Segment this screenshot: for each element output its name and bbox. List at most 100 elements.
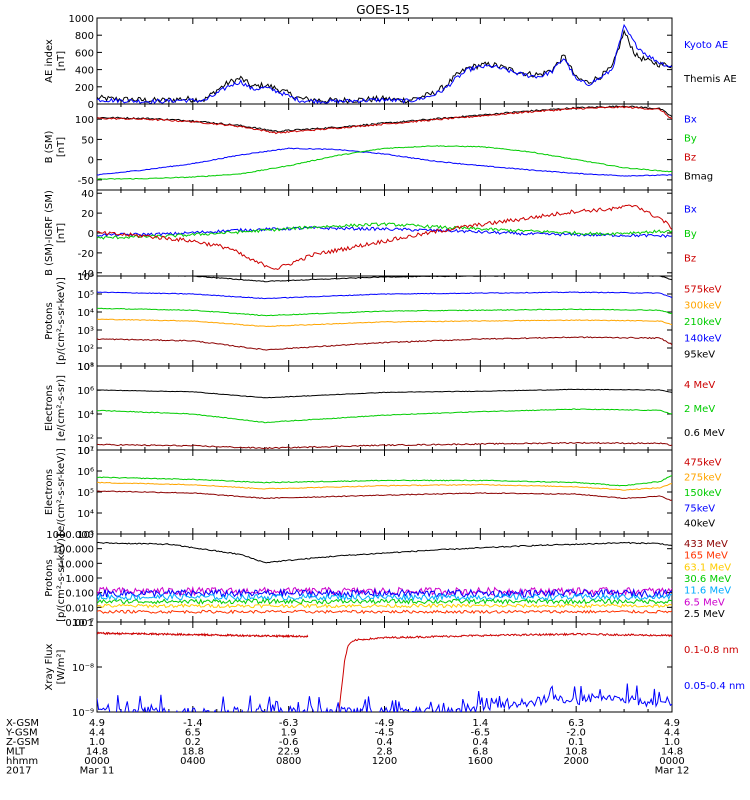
y-tick-label: 10⁻⁷ [72,618,94,629]
y-tick-label: 10⁶ [77,467,94,478]
y-tick-label: 10⁵ [77,290,94,301]
series-group [97,204,672,270]
y-axis-label: [e/(cm²-s-sr)] [56,375,67,441]
series-group [97,276,672,351]
y-tick-label: 1.000 [65,574,94,585]
panel-frame [96,17,673,105]
legend-label: Bx [684,114,697,125]
series-line-2-mev [97,408,672,424]
panel-8: 10⁻⁷ 10⁻⁸ 10⁻⁹ Xray Flux [W/m²] 0.1-0.8 nm 0.0… [44,618,745,719]
series-line-140kev [97,291,672,300]
panel-6: 10⁷ 10⁶ 10⁵ 10⁴ 10³ Electrons [e/(cm²-s-sr-keV… [44,446,722,541]
legend-label: 2.5 MeV [684,609,725,620]
series-line-11-6-mev [97,587,672,599]
table-cell: 0.4 [377,737,393,748]
y-axis-label: Protons [44,302,55,339]
y-tick-label: 10² [77,434,94,445]
legend-label: Kyoto AE [684,40,728,51]
table-cell: 1200 [372,756,397,767]
table-cell: -4.5 [375,728,395,739]
y-tick-label: 200 [75,83,94,94]
legend-label: 475keV [684,457,722,468]
y-tick-label: 10⁴ [77,410,94,421]
series-line-themis-ae [97,29,672,104]
series-group [97,23,672,104]
table-cell: 0000 [84,756,109,767]
series-line-0-05-0-4-nm [97,683,672,712]
series-line-300kev [97,318,672,328]
y-axis-label: [W/m²] [56,649,67,684]
series-line-433-mev [97,609,672,615]
legend-label: 0.6 MeV [684,428,725,439]
legend-label: 95keV [684,350,715,361]
series-line-0-6-mev [97,388,672,399]
legend-label: 63.1 MeV [684,562,731,573]
y-tick-label: 10³ [77,326,94,337]
series-line-150kev [97,475,672,487]
y-tick-label: 10⁶ [77,386,94,397]
y-axis-label: [nT] [56,137,67,157]
y-tick-label: 10⁴ [77,308,94,319]
y-tick-label: 0 [88,229,94,240]
legend-label: Bmag [684,172,713,183]
y-axis-label: B (SM)-IGRF (SM) [44,190,55,276]
series-line-0-1-0-8-nm [338,632,672,712]
table-cell: -0.6 [279,737,299,748]
y-tick-label: 40 [81,189,94,200]
legend-label: Themis AE [683,74,737,85]
legend-label: Bx [684,204,697,215]
y-tick-label: 1000.000 [46,530,94,541]
table-cell: 0.4 [472,737,488,748]
table-cell: 0.1 [568,737,584,748]
table-cell: 1.4 [472,718,488,729]
legend-label: 0.05-0.4 nm [684,681,745,692]
table-cell: 0800 [276,756,301,767]
legend-label: 165 MeV [684,551,728,562]
legend-label: 30.6 MeV [684,574,731,585]
series-line-275kev [97,481,672,491]
table-cell: Mar 11 [80,766,115,777]
y-tick-label: -20 [78,249,94,260]
y-tick-label: 10² [77,344,94,355]
table-row-label: Z-GSM [6,737,39,748]
legend-label: 6.5 MeV [684,597,725,608]
series-line-4-mev [97,441,672,450]
y-tick-label: 20 [81,209,94,220]
table-row-label: X-GSM [6,718,39,729]
legend-label: 75keV [684,503,715,514]
table-cell: 14.8 [86,747,108,758]
y-axis-label: Protons [44,559,55,596]
y-axis-label: B (SM) [44,130,55,163]
series-group [97,105,672,180]
series-group [97,631,672,712]
y-tick-label: 0 [88,100,94,111]
figure-title: GOES-15 [356,3,410,17]
legend-label: 150keV [684,488,722,499]
y-tick-label: 10⁶ [77,272,94,283]
y-tick-label: 800 [75,31,94,42]
series-line-by [97,145,672,180]
table-cell: -1.4 [183,718,203,729]
legend-label: 4 MeV [684,380,715,391]
series-line-165-mev [97,603,672,609]
y-axis-label: [e/(cm²-s-sr-keV)] [56,448,67,536]
series-line-95kev [153,276,672,283]
series-line-by [97,222,672,240]
y-axis-label: Xray Flux [44,643,55,690]
series-line-kyoto-ae [97,23,672,104]
ephemeris-table: X-GSM 4.9 -1.4 -6.3 -4.9 1.4 6.3 4.9 Y-GSM 4.4 6.5… [5,718,689,777]
table-cell: 6.8 [472,747,488,758]
panel-7: 1000.000 100.000 10.000 1.000 0.100 0.010 0.00… [44,530,731,629]
table-row-label: Y-GSM [5,728,38,739]
legend-label: By [684,229,697,240]
legend-label: 0.1-0.8 nm [684,645,739,656]
y-tick-label: 10¹ [77,362,94,373]
legend-label: Bz [684,254,696,265]
series-line-0-1-0-8-nm [97,631,309,639]
series-line-2-5-mev [97,541,672,564]
series-group [97,388,672,450]
y-tick-label: 10³ [77,530,94,541]
